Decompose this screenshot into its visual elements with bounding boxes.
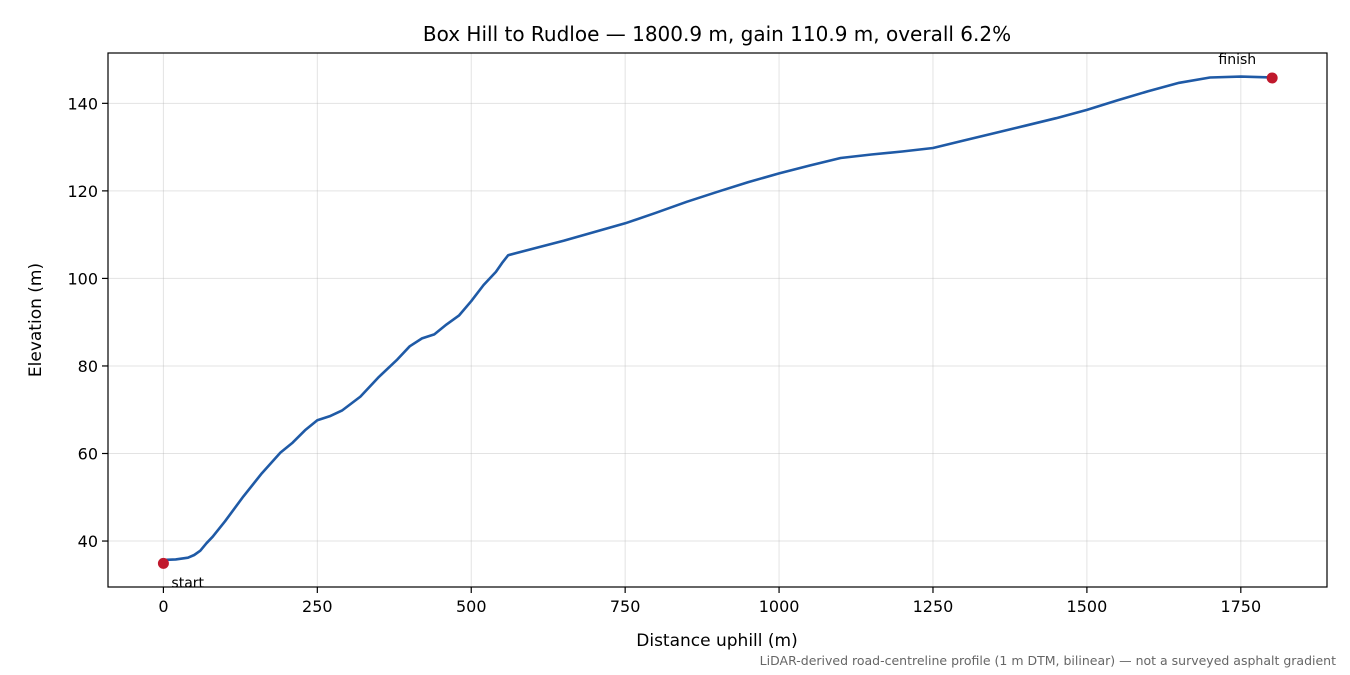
x-tick-label: 500 xyxy=(456,597,487,616)
grid-lines xyxy=(108,53,1327,587)
y-tick-label: 120 xyxy=(67,182,98,201)
y-tick-label: 40 xyxy=(78,532,98,551)
x-axis-label: Distance uphill (m) xyxy=(636,631,797,651)
x-tick-label: 1000 xyxy=(759,597,800,616)
marker-label-start: start xyxy=(171,575,204,591)
plot-area-frame xyxy=(107,52,1328,588)
y-tick-label: 140 xyxy=(67,94,98,113)
marker-label-finish: finish xyxy=(1218,52,1256,68)
y-tick-label: 80 xyxy=(78,357,98,376)
y-tick-label: 100 xyxy=(67,269,98,288)
x-tick-label: 1750 xyxy=(1220,597,1261,616)
markers: start finish xyxy=(157,52,1278,591)
marker-start xyxy=(157,557,169,569)
x-tick-label: 0 xyxy=(158,597,168,616)
marker-finish xyxy=(1266,72,1278,84)
y-axis-label: Elevation (m) xyxy=(26,263,46,377)
x-tick-label: 1250 xyxy=(913,597,954,616)
axis-ticks: 0 250 500 750 1000 1250 1500 1750 40 60 80 100 120 14… xyxy=(67,94,1261,616)
y-tick-label: 60 xyxy=(78,445,98,464)
chart-title: Box Hill to Rudloe — 1800.9 m, gain 110.… xyxy=(423,22,1011,46)
x-tick-label: 750 xyxy=(610,597,641,616)
footnote: LiDAR-derived road-centreline profile (1… xyxy=(760,653,1336,668)
x-tick-label: 250 xyxy=(302,597,333,616)
x-tick-label: 1500 xyxy=(1067,597,1108,616)
series-line-elevation xyxy=(162,75,1273,562)
